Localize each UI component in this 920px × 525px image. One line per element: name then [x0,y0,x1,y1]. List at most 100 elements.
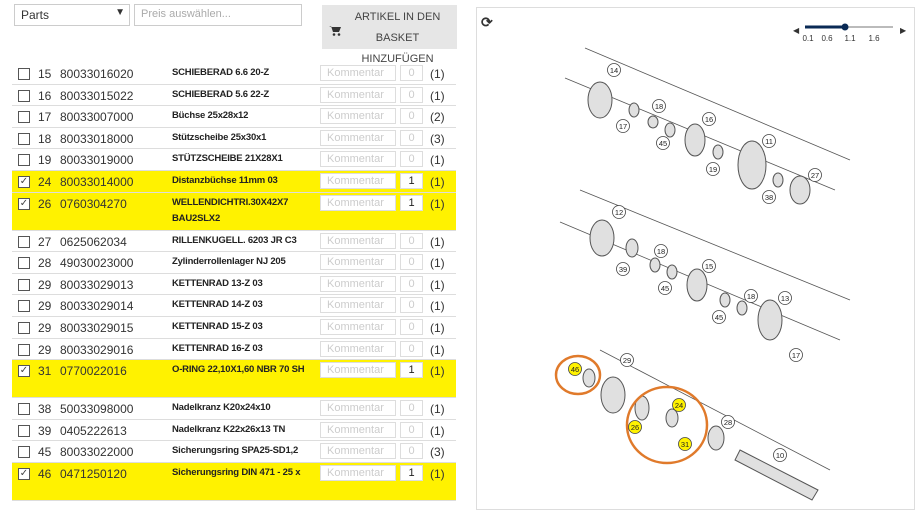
part-row: 17 80033007000 Büchse 25x28x12 Kommentar 0 (2… [12,106,456,128]
quantity-input[interactable]: 1 [400,194,423,211]
position: 28 [38,256,52,271]
highlight-rings [554,354,709,465]
quantity-input[interactable]: 0 [400,151,423,168]
callout-label: 38 [765,193,773,202]
checkbox[interactable]: ✓ [18,197,30,210]
checkbox[interactable] [18,343,30,356]
comment-input[interactable]: Kommentar [320,173,396,189]
quantity-input[interactable]: 0 [400,421,423,438]
comment-input[interactable]: Kommentar [320,151,396,168]
comment-input[interactable]: Kommentar [320,194,396,211]
part-number: 50033098000 [60,402,134,417]
checkbox[interactable]: ✓ [18,365,30,378]
count: (1) [430,467,445,481]
callout-circle [702,259,716,273]
quantity-input[interactable]: 0 [400,297,423,314]
zoom-out[interactable]: ◀ [793,26,800,35]
quantity-input[interactable]: 0 [400,108,423,125]
position: 17 [38,110,52,125]
part-row: 19 80033019000 STÜTZSCHEIBE 21X28X1 Komment… [12,149,456,171]
checkbox[interactable] [18,235,30,248]
checkbox[interactable] [18,446,30,459]
comment-input[interactable]: Kommentar [320,443,396,460]
callout-circle [706,162,720,176]
description: RILLENKUGELL. 6203 JR C3 [172,234,297,246]
refresh-icon[interactable]: ⟳ [481,14,493,30]
part-number: 80033029014 [60,299,134,314]
comment-input[interactable]: Kommentar [320,340,396,357]
quantity-input[interactable]: 0 [400,129,423,146]
callout-label: 45 [661,284,669,293]
zoom-handle[interactable] [841,23,849,31]
position: 46 [38,467,52,481]
description: Distanzbüchse 11mm 03 [172,175,278,186]
comment-input[interactable]: Kommentar [320,297,396,314]
checkbox[interactable] [18,68,30,80]
part-row: 29 80033029015 KETTENRAD 15-Z 03 Kommentar 0… [12,317,456,339]
comment-input[interactable]: Kommentar [320,86,396,103]
callout-label: 29 [623,356,631,365]
comment-input[interactable]: Kommentar [320,400,396,417]
callout-circle [762,134,776,148]
quantity-input[interactable]: 1 [400,173,423,189]
comment-input[interactable]: Kommentar [320,254,396,271]
quantity-input[interactable]: 1 [400,465,423,481]
part-number: 0471250120 [60,467,127,481]
zoom-control[interactable] [790,18,910,42]
part-row: 29 80033029013 KETTENRAD 13-Z 03 Kommentar 0… [12,273,456,296]
checkbox[interactable] [18,424,30,437]
quantity-input[interactable]: 0 [400,254,423,271]
comment-input[interactable]: Kommentar [320,362,396,379]
checkbox[interactable] [18,111,30,124]
callout-circle [808,168,822,182]
callout-label: 46 [571,365,579,374]
comment-input[interactable]: Kommentar [320,275,396,292]
comment-input[interactable]: Kommentar [320,465,396,481]
checkbox[interactable] [18,278,30,291]
count: (1) [430,196,445,211]
callout-circle [628,420,642,434]
quantity-input[interactable]: 0 [400,443,423,460]
quantity-input[interactable]: 1 [400,362,423,379]
checkbox[interactable] [18,257,30,270]
quantity-input[interactable]: 0 [400,275,423,292]
part-number: 80033029016 [60,342,134,357]
comment-input[interactable]: Kommentar [320,65,396,81]
quantity-input[interactable]: 0 [400,400,423,417]
category-select[interactable]: Parts ▼ [14,4,130,26]
zoom-in[interactable]: ▶ [900,26,907,35]
callout-circle [607,63,621,77]
quantity-input[interactable]: 0 [400,86,423,103]
comment-input[interactable]: Kommentar [320,319,396,335]
quantity-input[interactable]: 0 [400,65,423,81]
price-input[interactable]: Preis auswählen... [134,4,302,26]
quantity-input[interactable]: 0 [400,232,423,249]
diagram-panel [476,7,915,510]
comment-input[interactable]: Kommentar [320,108,396,125]
checkbox[interactable] [18,132,30,145]
callout-label: 31 [681,440,689,449]
checkbox[interactable]: ✓ [18,468,30,480]
position: 31 [38,364,52,379]
quantity-input[interactable]: 0 [400,340,423,357]
comment-input[interactable]: Kommentar [320,129,396,146]
quantity-input[interactable]: 0 [400,319,423,335]
zoom-label: 1.6 [868,34,880,43]
comment-input[interactable]: Kommentar [320,421,396,438]
checkbox[interactable] [18,403,30,416]
position: 24 [38,175,52,189]
checkbox[interactable] [18,89,30,102]
position: 29 [38,277,52,292]
checkbox[interactable] [18,154,30,167]
comment-input[interactable]: Kommentar [320,232,396,249]
checkbox[interactable] [18,322,30,334]
callout-label: 17 [619,122,627,131]
checkbox[interactable] [18,300,30,313]
callout-circle [762,190,776,204]
callout-label: 12 [615,208,623,217]
description: STÜTZSCHEIBE 21X28X1 [172,153,283,165]
add-to-basket-button[interactable]: ARTIKEL IN DEN BASKET HINZUFÜGEN [322,5,457,65]
checkbox[interactable]: ✓ [18,176,30,188]
count: (1) [430,256,445,271]
part-number: 80033007000 [60,110,134,125]
